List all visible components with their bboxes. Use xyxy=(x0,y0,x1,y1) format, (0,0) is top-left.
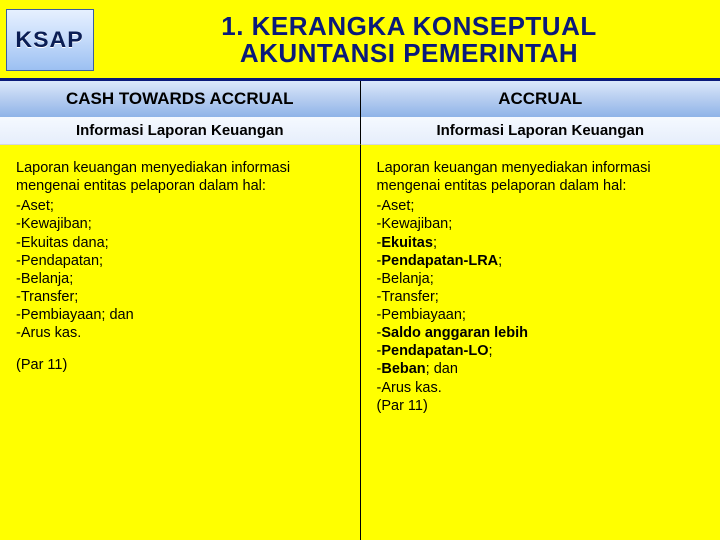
left-par: (Par 11) xyxy=(16,356,344,374)
sub-header-left: Informasi Laporan Keuangan xyxy=(0,117,361,145)
body-columns: Laporan keuangan menyediakan informasi m… xyxy=(0,145,720,540)
columns-header: CASH TOWARDS ACCRUAL ACCRUAL xyxy=(0,81,720,117)
left-item: -Belanja; xyxy=(16,270,344,288)
right-item: -Transfer; xyxy=(377,288,705,306)
left-item: -Pendapatan; xyxy=(16,252,344,270)
logo: KSAP xyxy=(6,9,94,71)
left-item: -Arus kas. xyxy=(16,324,344,342)
bold: Beban xyxy=(381,361,425,377)
column-header-left: CASH TOWARDS ACCRUAL xyxy=(0,81,361,117)
sub-header-right: Informasi Laporan Keuangan xyxy=(361,117,720,145)
text: ; xyxy=(489,343,493,359)
text: ; xyxy=(498,253,502,269)
right-item-pendapatan-lra: -Pendapatan-LRA; xyxy=(377,252,705,270)
header-row: KSAP 1. KERANGKA KONSEPTUAL AKUNTANSI PE… xyxy=(0,0,720,78)
title-block: 1. KERANGKA KONSEPTUAL AKUNTANSI PEMERIN… xyxy=(104,13,714,68)
sub-header-row: Informasi Laporan Keuangan Informasi Lap… xyxy=(0,117,720,145)
bold: Pendapatan-LO xyxy=(381,343,488,359)
body-column-left: Laporan keuangan menyediakan informasi m… xyxy=(0,145,361,540)
left-item: -Ekuitas dana; xyxy=(16,234,344,252)
slide: KSAP 1. KERANGKA KONSEPTUAL AKUNTANSI PE… xyxy=(0,0,720,540)
left-item: -Kewajiban; xyxy=(16,215,344,233)
right-par: (Par 11) xyxy=(377,397,705,415)
left-item: -Aset; xyxy=(16,197,344,215)
text: ; dan xyxy=(426,361,458,377)
right-item: -Belanja; xyxy=(377,270,705,288)
right-intro: Laporan keuangan menyediakan informasi m… xyxy=(377,159,705,195)
right-item-ekuitas: -Ekuitas; xyxy=(377,234,705,252)
left-item: -Pembiayaan; dan xyxy=(16,306,344,324)
text: ; xyxy=(433,235,437,251)
right-item-beban: -Beban; dan xyxy=(377,360,705,378)
bold: Saldo anggaran lebih xyxy=(381,325,528,341)
left-intro: Laporan keuangan menyediakan informasi m… xyxy=(16,159,344,195)
bold: Ekuitas xyxy=(381,235,433,251)
bold: Pendapatan-LRA xyxy=(381,253,498,269)
right-item-pendapatan-lo: -Pendapatan-LO; xyxy=(377,342,705,360)
title-line-1: 1. KERANGKA KONSEPTUAL xyxy=(104,13,714,40)
right-item: -Pembiayaan; xyxy=(377,306,705,324)
title-line-2: AKUNTANSI PEMERINTAH xyxy=(104,40,714,67)
right-item-saldo: -Saldo anggaran lebih xyxy=(377,324,705,342)
logo-text: KSAP xyxy=(16,27,84,53)
right-item: -Kewajiban; xyxy=(377,215,705,233)
body-column-right: Laporan keuangan menyediakan informasi m… xyxy=(361,145,720,540)
right-item: -Arus kas. xyxy=(377,379,705,397)
left-item: -Transfer; xyxy=(16,288,344,306)
column-header-right: ACCRUAL xyxy=(361,81,720,117)
right-item: -Aset; xyxy=(377,197,705,215)
